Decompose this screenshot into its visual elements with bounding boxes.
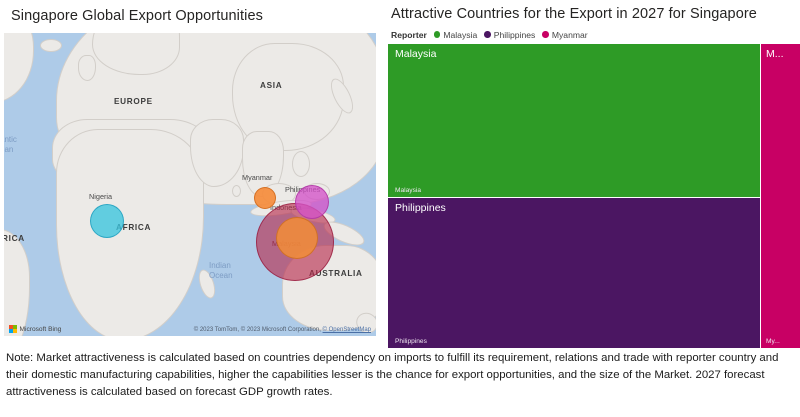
treemap-tile-sublabel-myanmar: My... xyxy=(766,338,780,345)
treemap-tile-label-philippines: Philippines xyxy=(395,202,446,214)
map-panel-title: Singapore Global Export Opportunities xyxy=(11,8,263,24)
legend-label-malaysia: Malaysia xyxy=(443,29,478,40)
microsoft-bing-logo[interactable]: Microsoft Bing xyxy=(9,325,61,333)
footnote: Note: Market attractiveness is calculate… xyxy=(6,352,779,398)
map-attribution: © 2023 TomTom, © 2023 Microsoft Corporat… xyxy=(194,327,371,333)
map-panel: Singapore Global Export Opportunities xyxy=(0,0,381,340)
bing-map[interactable]: antic ean Indian Ocean EUROPE ASIA AFRIC… xyxy=(4,33,376,336)
legend-label-myanmar: Myanmar xyxy=(551,29,588,40)
openstreetmap-link[interactable]: © OpenStreetMap xyxy=(322,327,371,333)
treemap-tile-label-myanmar: M... xyxy=(766,48,784,60)
legend-item-philippines[interactable]: Philippines xyxy=(484,30,535,40)
map-bubble-myanmar[interactable] xyxy=(254,187,276,209)
legend-item-myanmar[interactable]: Myanmar xyxy=(542,29,588,40)
treemap-tile-malaysia[interactable]: Malaysia Malaysia xyxy=(388,44,760,197)
legend-dot-philippines xyxy=(484,31,491,38)
legend-title: Reporter xyxy=(391,29,427,40)
legend-label-philippines: Philippines xyxy=(493,29,536,40)
treemap-tile-philippines[interactable]: Philippines Philippines xyxy=(388,198,760,348)
landmass-africa xyxy=(56,129,204,336)
landmass-sri-lanka xyxy=(232,185,241,197)
landmass-south-america xyxy=(4,229,30,336)
map-bubble-nigeria[interactable] xyxy=(90,204,124,238)
treemap-chart: Malaysia Malaysia Philippines Philippine… xyxy=(388,44,800,348)
treemap-panel: Attractive Countries for the Export in 2… xyxy=(384,0,800,348)
landmass-india xyxy=(190,119,244,187)
treemap-tile-label-malaysia: Malaysia xyxy=(395,48,437,60)
landmass-iceland xyxy=(40,39,62,52)
treemap-tile-sublabel-malaysia: Malaysia xyxy=(395,187,422,194)
landmass-north-america xyxy=(4,33,34,103)
microsoft-logo-icon xyxy=(9,325,17,333)
map-bubble-indonesia[interactable] xyxy=(295,185,329,219)
bing-logo-label: Microsoft Bing xyxy=(19,325,62,333)
map-label-atlantic-ocean: antic ean xyxy=(4,135,17,154)
treemap-panel-title: Attractive Countries for the Export in 2… xyxy=(391,6,757,22)
treemap-legend: Reporter Malaysia Philippines Myanmar xyxy=(391,28,595,41)
map-bubble-malaysia-inner[interactable] xyxy=(276,217,318,259)
landmass-madagascar xyxy=(195,267,219,301)
landmass-britain xyxy=(78,55,96,81)
legend-dot-myanmar xyxy=(542,31,549,38)
legend-item-malaysia[interactable]: Malaysia xyxy=(433,29,478,40)
legend-dot-malaysia xyxy=(433,31,441,38)
treemap-tile-myanmar[interactable]: M... My... xyxy=(761,44,800,348)
map-attribution-text: © 2023 TomTom, © 2023 Microsoft Corporat… xyxy=(193,327,323,333)
landmass-philippines xyxy=(292,151,310,177)
treemap-tile-sublabel-philippines: Philippines xyxy=(395,338,427,345)
